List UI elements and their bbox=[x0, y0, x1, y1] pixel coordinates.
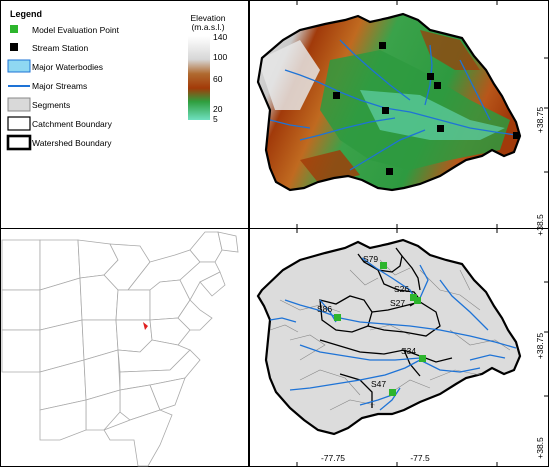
legend-label-stream-station: Stream Station bbox=[32, 43, 88, 53]
legend-label-major-streams: Major Streams bbox=[32, 81, 87, 91]
stream-station-marker bbox=[379, 42, 386, 49]
catchment-boundaries bbox=[319, 247, 453, 408]
elevation-tick-140: 140 bbox=[213, 32, 227, 42]
segment-label-s27: S27 bbox=[390, 298, 405, 308]
major-waterbodies-swatch bbox=[7, 59, 31, 73]
catchment-boundary-swatch bbox=[7, 116, 31, 131]
elevation-tick-5: 5 bbox=[213, 114, 218, 124]
segment-label-s86: S86 bbox=[317, 304, 332, 314]
elevation-map-panel bbox=[249, 0, 549, 229]
stream-station-marker bbox=[434, 82, 441, 89]
elevation-unit: (m.a.s.l.) bbox=[191, 22, 224, 32]
segment-lines bbox=[269, 259, 511, 411]
stream-station-marker bbox=[382, 107, 389, 114]
watershed-boundary-top bbox=[256, 12, 522, 192]
legend-label-model-evaluation-point: Model Evaluation Point bbox=[32, 25, 120, 35]
evaluation-point-s47 bbox=[389, 389, 396, 396]
model-evaluation-points bbox=[334, 262, 426, 396]
stream-stations bbox=[333, 42, 520, 175]
watershed-boundary-swatch bbox=[6, 134, 32, 151]
legend-title: Legend bbox=[10, 9, 42, 19]
stream-station-marker bbox=[333, 92, 340, 99]
elevation-map-ticks bbox=[296, 1, 548, 228]
lat-label-top-2: +38.5 bbox=[535, 214, 545, 236]
legend-label-catchment-boundary: Catchment Boundary bbox=[32, 119, 113, 129]
segment-label-s47: S47 bbox=[371, 379, 386, 389]
evaluation-point-s26 bbox=[410, 294, 417, 301]
lat-label-bottom-1: +38.75 bbox=[535, 333, 545, 360]
stream-station-marker bbox=[386, 168, 393, 175]
lon-label-1: -77.75 bbox=[321, 453, 345, 463]
elevation-tick-100: 100 bbox=[213, 52, 227, 62]
evaluation-point-s27 bbox=[414, 297, 421, 304]
us-state-outlines bbox=[1, 231, 239, 467]
segment-label-s79: S79 bbox=[363, 254, 378, 264]
elevation-tick-20: 20 bbox=[213, 104, 223, 114]
evaluation-point-s86 bbox=[334, 314, 341, 321]
legend-label-major-waterbodies: Major Waterbodies bbox=[32, 62, 103, 72]
stream-station-marker bbox=[437, 125, 444, 132]
lat-label-bottom-2: +38.5 bbox=[535, 437, 545, 459]
legend-label-segments: Segments bbox=[32, 100, 70, 110]
legend-label-watershed-boundary: Watershed Boundary bbox=[32, 138, 112, 148]
legend-panel: Legend Model Evaluation Point Stream Sta… bbox=[0, 0, 249, 229]
elevation-color-bar bbox=[188, 36, 210, 120]
stream-station-swatch bbox=[10, 43, 18, 51]
watershed-location-marker bbox=[143, 322, 148, 330]
evaluation-point-s79 bbox=[380, 262, 387, 269]
segments-map-panel: S79 S26 S27 S86 S34 S47 bbox=[249, 228, 549, 467]
segments-swatch bbox=[7, 97, 31, 112]
evaluation-point-s34 bbox=[419, 355, 426, 362]
inset-map-panel bbox=[0, 228, 249, 467]
stream-station-marker bbox=[427, 73, 434, 80]
lon-label-2: -77.5 bbox=[410, 453, 430, 463]
lat-label-top-1: +38.75 bbox=[535, 107, 545, 134]
segments-map-ticks bbox=[296, 229, 548, 466]
segment-label-s34: S34 bbox=[401, 346, 416, 356]
elevation-tick-60: 60 bbox=[213, 74, 223, 84]
stream-station-marker bbox=[513, 132, 520, 139]
model-evaluation-point-swatch bbox=[10, 25, 18, 33]
segment-label-s26: S26 bbox=[394, 284, 409, 294]
elevation-title: Elevation bbox=[191, 13, 226, 23]
